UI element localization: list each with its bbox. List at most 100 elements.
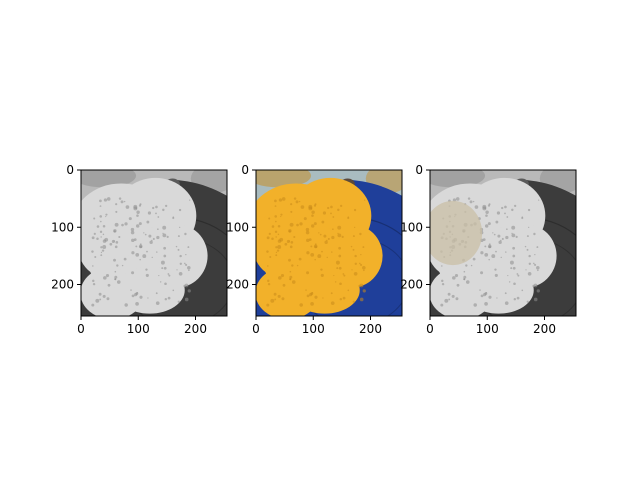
food-texture — [485, 210, 489, 214]
food-texture — [495, 220, 499, 224]
food-texture — [184, 283, 189, 288]
food-texture — [536, 289, 540, 293]
food-texture — [157, 228, 159, 231]
food-texture — [277, 233, 280, 236]
food-texture — [352, 300, 355, 303]
food-texture — [510, 267, 513, 270]
food-texture — [298, 257, 302, 261]
food-texture — [131, 238, 135, 243]
food-texture — [278, 198, 283, 202]
food-texture — [504, 301, 509, 305]
food-texture — [321, 220, 325, 224]
food-texture — [291, 264, 294, 267]
food-texture — [269, 256, 272, 259]
food-texture — [184, 297, 189, 302]
food-texture — [314, 243, 317, 246]
food-texture — [131, 271, 135, 275]
food-texture — [306, 294, 310, 298]
food-texture — [306, 251, 310, 255]
food-texture — [159, 281, 162, 283]
food-texture — [277, 245, 282, 249]
food-texture — [148, 234, 152, 238]
food-texture — [308, 204, 313, 209]
food-texture — [512, 254, 516, 258]
food-texture — [322, 211, 327, 215]
food-texture — [184, 262, 186, 265]
food-texture — [451, 294, 455, 298]
food-texture — [146, 250, 148, 253]
food-texture — [133, 238, 137, 242]
food-texture — [497, 234, 501, 238]
food-texture — [494, 268, 497, 271]
food-texture — [516, 296, 520, 300]
food-texture — [121, 264, 124, 267]
food-texture — [99, 215, 103, 218]
food-blob — [114, 266, 185, 314]
food-texture — [177, 300, 180, 303]
food-texture — [337, 232, 339, 235]
food-texture — [102, 245, 107, 249]
food-texture — [152, 206, 155, 210]
food-texture — [319, 233, 322, 236]
food-texture — [341, 235, 344, 238]
x-tick-label: 100 — [476, 322, 499, 336]
food-texture — [491, 254, 496, 258]
food-texture — [511, 225, 516, 230]
food-texture — [163, 246, 167, 250]
food-texture — [463, 275, 467, 279]
food-texture — [500, 239, 502, 242]
food-texture — [444, 298, 449, 303]
food-texture — [91, 236, 95, 240]
food-texture — [281, 197, 286, 201]
food-texture — [162, 208, 165, 212]
food-texture — [92, 265, 94, 267]
food-texture — [527, 271, 532, 276]
food-texture — [266, 236, 270, 240]
food-texture — [105, 215, 107, 218]
photo-image — [256, 170, 402, 316]
food-texture — [116, 264, 119, 267]
food-texture — [268, 232, 271, 235]
food-texture — [320, 268, 323, 271]
food-texture — [160, 260, 165, 265]
food-texture — [504, 292, 507, 295]
food-texture — [347, 289, 350, 292]
food-texture — [527, 208, 531, 212]
food-texture — [326, 239, 328, 242]
food-texture — [351, 269, 353, 271]
food-texture — [513, 297, 517, 301]
image-panel-grayscale: 0 100 200 0 100 200 — [51, 163, 228, 336]
food-texture — [465, 264, 468, 267]
food-texture — [290, 203, 293, 206]
food-texture — [504, 205, 507, 209]
food-texture — [274, 215, 278, 218]
food-texture — [143, 232, 145, 234]
food-texture — [135, 245, 138, 248]
x-tick-label: 0 — [252, 322, 260, 336]
food-texture — [106, 197, 111, 201]
photo-image — [81, 170, 227, 316]
food-texture — [114, 270, 117, 273]
food-texture — [139, 295, 143, 299]
food-texture — [99, 199, 102, 203]
food-texture — [270, 298, 275, 303]
axes-frame — [255, 169, 403, 317]
food-texture — [494, 273, 498, 277]
food-texture — [92, 279, 95, 283]
food-texture — [516, 273, 519, 275]
food-texture — [100, 254, 103, 257]
food-texture — [327, 237, 330, 240]
food-texture — [322, 297, 324, 299]
food-texture — [114, 275, 118, 279]
food-texture — [330, 212, 332, 215]
food-texture — [102, 233, 105, 236]
image-panel-grayscale-with-tinted-region: 0 100 200 0 100 200 — [400, 163, 577, 336]
food-texture — [474, 205, 479, 209]
food-texture — [106, 297, 110, 301]
food-texture — [139, 258, 141, 261]
food-texture — [298, 200, 301, 203]
food-texture — [282, 283, 286, 287]
tinted-region — [430, 200, 483, 266]
food-texture — [465, 280, 470, 284]
